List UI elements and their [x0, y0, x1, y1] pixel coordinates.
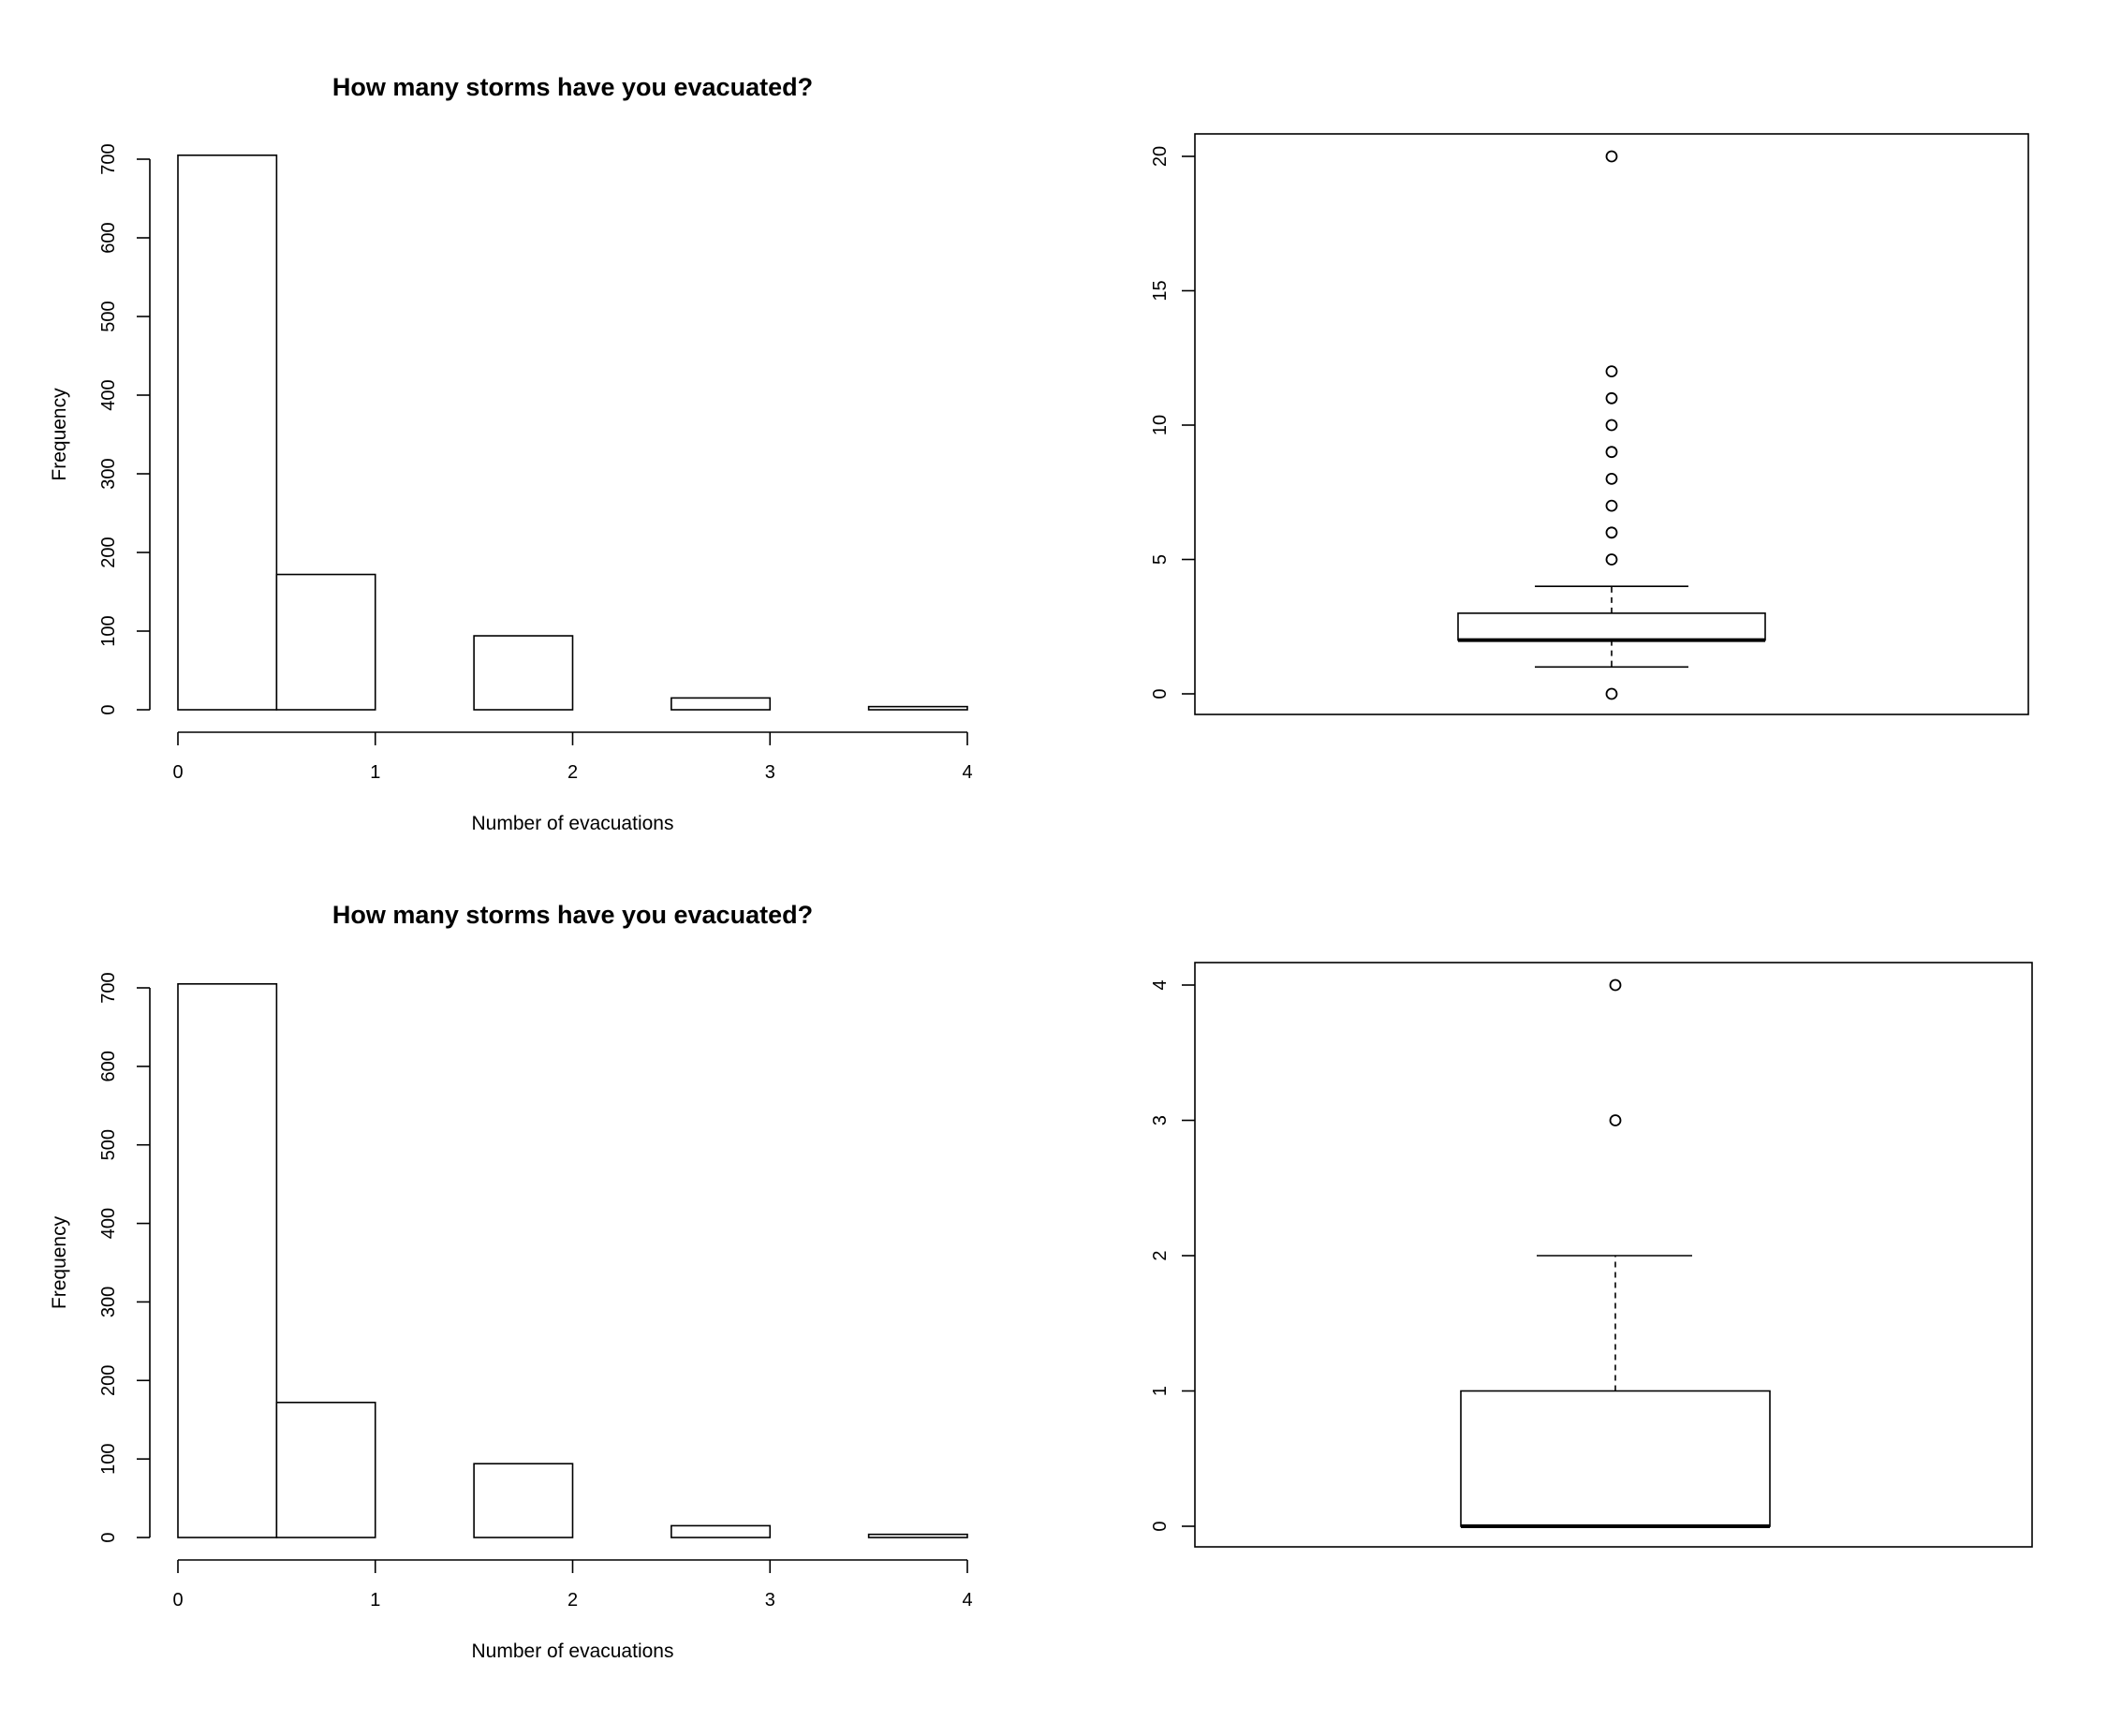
- boxplot-top-y-tick-label: 10: [1150, 415, 1171, 435]
- boxplot-bottom-y-tick-label: 2: [1150, 1250, 1171, 1260]
- histogram-top-y-tick-label: 0: [98, 704, 119, 714]
- boxplot-top-y-tick-label: 15: [1150, 280, 1171, 301]
- histogram-bottom-x-label: Number of evacuations: [472, 1640, 674, 1662]
- histogram-bottom-bar: [177, 983, 278, 1538]
- histogram-bottom-bar: [670, 1524, 772, 1538]
- histogram-bottom-x-tick-label: 2: [567, 1590, 578, 1611]
- histogram-bottom-x-tick-label: 1: [370, 1590, 380, 1611]
- boxplot-bottom-frame: [1194, 962, 2033, 1548]
- boxplot-top-outlier: [1605, 499, 1618, 512]
- histogram-bottom-y-tick-label: 700: [98, 972, 119, 1003]
- boxplot-top-y-tick-label: 0: [1150, 688, 1171, 699]
- histogram-top-y-label: Frequency: [49, 388, 70, 481]
- boxplot-bottom-outlier: [1609, 978, 1622, 992]
- histogram-top-x-tick-label: 0: [172, 762, 183, 783]
- boxplot-top-outlier: [1605, 687, 1618, 700]
- boxplot-top-outlier: [1605, 391, 1618, 405]
- histogram-bottom-x-tick-label: 4: [962, 1590, 972, 1611]
- boxplot-top-y-tick-label: 5: [1150, 554, 1171, 565]
- boxplot-bottom-y-tick-label: 1: [1150, 1386, 1171, 1396]
- histogram-top-y-tick-label: 700: [98, 143, 119, 174]
- histogram-top-x-label: Number of evacuations: [472, 813, 674, 834]
- boxplot-bottom-y-tick-label: 0: [1150, 1521, 1171, 1531]
- histogram-bottom-y-tick-label: 300: [98, 1287, 119, 1317]
- boxplot-top-outlier: [1605, 419, 1618, 432]
- boxplot-top-outlier: [1605, 526, 1618, 539]
- histogram-top-x-tick-label: 3: [765, 762, 775, 783]
- histogram-top-y-tick-label: 600: [98, 222, 119, 253]
- histogram-bottom-y-tick-label: 600: [98, 1051, 119, 1081]
- histogram-bottom-bar: [867, 1533, 968, 1538]
- histogram-bottom-bar: [473, 1463, 574, 1538]
- histogram-top-y-tick-label: 100: [98, 615, 119, 646]
- histogram-bottom-x-tick-label: 3: [765, 1590, 775, 1611]
- histogram-bottom-title: How many storms have you evacuated?: [332, 901, 813, 929]
- histogram-top-y-tick-label: 300: [98, 458, 119, 489]
- boxplot-top-outlier: [1605, 150, 1618, 163]
- histogram-top-y-tick-label: 200: [98, 537, 119, 567]
- boxplot-top-box: [1457, 612, 1766, 641]
- histogram-top-title: How many storms have you evacuated?: [332, 73, 813, 101]
- boxplot-top-outlier: [1605, 553, 1618, 566]
- histogram-bottom-y-tick-label: 400: [98, 1208, 119, 1239]
- histogram-top-bar: [275, 573, 376, 711]
- histogram-top-bar: [177, 154, 278, 711]
- histogram-top-bar: [867, 705, 968, 711]
- histogram-bottom-y-tick-label: 500: [98, 1129, 119, 1160]
- histogram-bottom-bar: [275, 1401, 376, 1538]
- boxplot-bottom-box: [1460, 1390, 1771, 1527]
- histogram-top-y-tick-label: 400: [98, 379, 119, 410]
- histogram-bottom-x-tick-label: 0: [172, 1590, 183, 1611]
- histogram-top-bar: [670, 697, 772, 711]
- histogram-top-x-tick-label: 2: [567, 762, 578, 783]
- histogram-top-x-tick-label: 1: [370, 762, 380, 783]
- histogram-bottom-y-tick-label: 0: [98, 1532, 119, 1542]
- boxplot-top-y-tick-label: 20: [1150, 146, 1171, 167]
- histogram-top-x-tick-label: 4: [962, 762, 972, 783]
- histogram-bottom-y-label: Frequency: [49, 1215, 70, 1309]
- boxplot-top-frame: [1194, 133, 2029, 715]
- boxplot-top-outlier: [1605, 472, 1618, 485]
- histogram-bottom-y-tick-label: 100: [98, 1443, 119, 1474]
- histogram-top-bar: [473, 635, 574, 711]
- boxplot-bottom-outlier: [1609, 1114, 1622, 1126]
- boxplot-bottom-y-tick-label: 4: [1150, 979, 1171, 990]
- boxplot-top-outlier: [1605, 365, 1618, 378]
- histogram-top-y-tick-label: 500: [98, 301, 119, 331]
- boxplot-bottom-y-tick-label: 3: [1150, 1115, 1171, 1125]
- boxplot-top-outlier: [1605, 446, 1618, 459]
- histogram-bottom-y-tick-label: 200: [98, 1365, 119, 1396]
